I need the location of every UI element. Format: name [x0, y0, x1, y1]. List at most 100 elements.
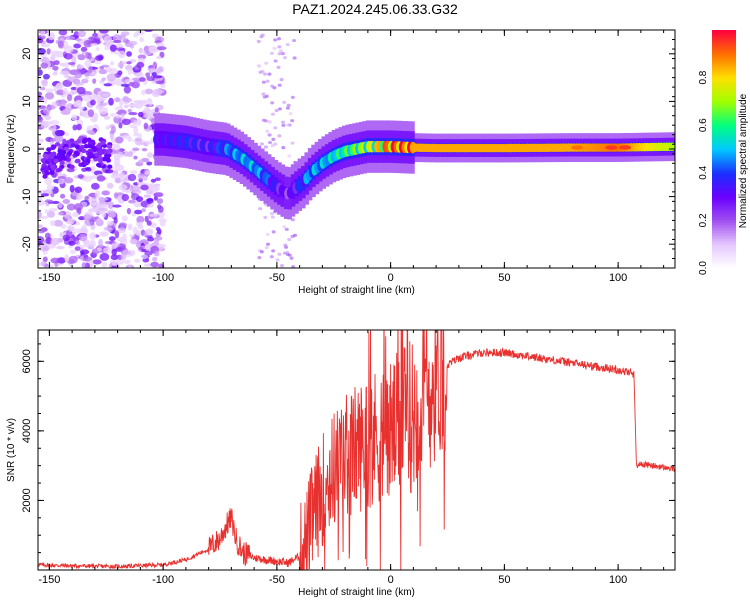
heatmap-noise-cell [283, 243, 288, 247]
heatmap-noise-cell [148, 185, 156, 191]
snr-frame [37, 329, 676, 571]
heatmap-ridge-cell [105, 158, 111, 163]
heatmap-noise-cell [113, 192, 119, 199]
heatmap-noise-cell [270, 112, 275, 116]
heatmap-noise-cell [38, 195, 42, 202]
colorbar-segment [712, 184, 736, 188]
heatmap-noise-cell [155, 226, 161, 232]
heatmap-noise-cell [282, 56, 287, 60]
heatmap-ridge-cell [85, 158, 91, 163]
colorbar-segment [712, 240, 736, 243]
heatmap-noise-cell [289, 256, 294, 260]
heatmap-ridge-cell [44, 171, 50, 176]
heatmap-noise-cell [71, 114, 78, 121]
heatmap-noise-cell [144, 113, 153, 119]
heatmap-noise-cell [38, 37, 44, 44]
heatmap-noise-cell [39, 86, 46, 91]
heatmap-noise-cell [57, 176, 66, 180]
colorbar-segment [712, 53, 736, 57]
heatmap-noise-cell [126, 61, 132, 65]
heatmap-noise-cell [135, 229, 141, 236]
colorbar-segment [712, 99, 736, 102]
heatmap-noise-cell [59, 70, 70, 76]
heatmap-noise-cell [154, 192, 164, 198]
heatmap-noise-cell [263, 145, 268, 149]
heatmap-noise-cell [156, 46, 167, 51]
heatmap-noise-cell [286, 123, 291, 127]
heatmap-noise-cell [59, 232, 64, 238]
heatmap-noise-cell [103, 226, 113, 231]
heatmap-noise-cell [133, 99, 143, 104]
heatmap-noise-cell [281, 146, 286, 150]
heatmap-noise-cell [46, 184, 55, 191]
heatmap-noise-cell [284, 227, 289, 232]
heatmap-ridge-cell [70, 143, 76, 148]
colorbar-segment [712, 63, 736, 67]
heatmap-noise-cell [110, 172, 120, 180]
heatmap-noise-cell [66, 203, 76, 211]
heatmap-noise-cell [285, 252, 290, 257]
heatmap-noise-cell [120, 83, 130, 87]
heatmap-noise-cell [144, 251, 153, 256]
colorbar-segment [712, 206, 736, 210]
heatmap-noise-cell [101, 190, 110, 196]
heatmap-noise-cell [128, 82, 134, 87]
heatmap-noise-cell [256, 64, 261, 68]
heatmap-noise-cell [38, 236, 45, 244]
heatmap-noise-cell [277, 107, 282, 111]
heatmap-noise-cell [150, 178, 157, 183]
heatmap-noise-cell [127, 137, 133, 143]
heatmap-x-tick-label: 50 [498, 272, 510, 284]
heatmap-ridge-cell [571, 145, 584, 150]
heatmap-noise-cell [85, 167, 92, 172]
heatmap-noise-cell [118, 122, 123, 129]
heatmap-noise-cell [90, 201, 99, 206]
heatmap-noise-cell [118, 222, 127, 228]
heatmap-noise-cell [288, 112, 293, 116]
colorbar-segment [712, 41, 736, 45]
colorbar-segment [712, 37, 736, 41]
heatmap-noise-cell [101, 210, 107, 218]
heatmap-noise-cell [115, 136, 124, 144]
heatmap-noise-cell [66, 217, 75, 225]
colorbar-segment [712, 113, 736, 116]
heatmap-noise-cell [270, 144, 275, 148]
heatmap-noise-cell [127, 173, 137, 182]
figure-title: PAZ1.2024.245.06.33.G32 [292, 1, 458, 17]
heatmap-noise-cell [263, 215, 268, 220]
heatmap-noise-cell [115, 47, 126, 51]
heatmap-noise-cell [131, 81, 140, 89]
heatmap-noise-cell [134, 209, 143, 215]
heatmap-noise-cell [276, 37, 281, 41]
heatmap-noise-cell [153, 239, 160, 247]
heatmap-noise-cell [106, 220, 114, 226]
heatmap-noise-cell [67, 225, 75, 232]
colorbar-segment [712, 97, 736, 101]
colorbar-segment [712, 180, 736, 184]
colorbar-segment [712, 254, 736, 257]
heatmap-noise-cell [52, 65, 59, 71]
snr-series-line [38, 330, 675, 570]
heatmap-noise-cell [157, 204, 162, 210]
heatmap-noise-cell [59, 193, 66, 199]
heatmap-noise-cell [50, 237, 60, 246]
colorbar-segment [712, 69, 736, 73]
heatmap-noise-cell [90, 99, 96, 106]
colorbar-segment [712, 95, 736, 99]
heatmap-noise-cell [83, 94, 91, 102]
heatmap-noise-cell [281, 123, 286, 128]
colorbar-segment [712, 246, 736, 249]
colorbar-segment [712, 71, 736, 75]
heatmap-noise-cell [72, 211, 79, 218]
heatmap-noise-cell [81, 224, 88, 233]
heatmap-x-tick-label: -50 [269, 272, 285, 284]
colorbar-segment [712, 105, 736, 108]
heatmap-noise-cell [136, 61, 145, 69]
heatmap-noise-cell [43, 189, 54, 195]
heatmap-noise-cell [126, 103, 136, 108]
heatmap-noise-cell [117, 227, 127, 234]
heatmap-noise-cell [75, 196, 82, 201]
colorbar-segment [712, 91, 736, 95]
colorbar-segment [712, 59, 736, 63]
heatmap-noise-cell [42, 107, 51, 115]
